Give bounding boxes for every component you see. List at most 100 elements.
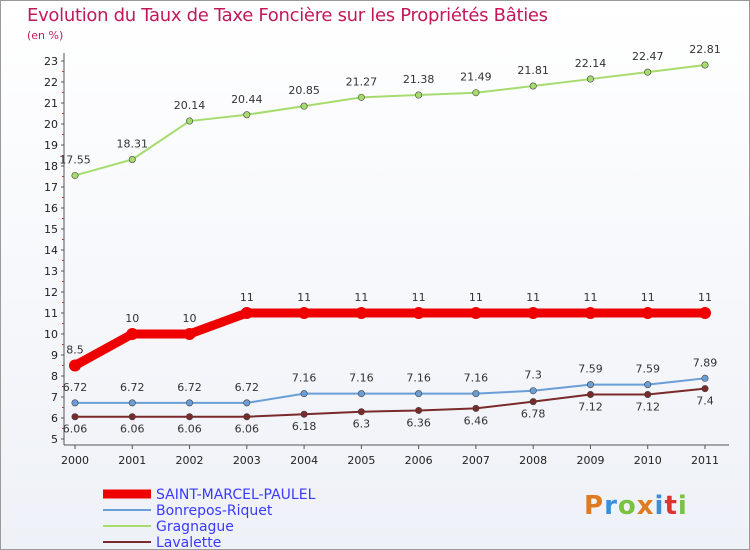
x-tick-label: 2001 — [118, 454, 146, 467]
chart-title: Evolution du Taux de Taxe Foncière sur l… — [27, 5, 548, 26]
x-axis-ticks: 2000 2001 2002 2003 2004 2005 2006 2007 2008 2009… — [61, 445, 719, 467]
data-label: 21.38 — [403, 73, 435, 86]
data-label: 22.47 — [632, 50, 664, 63]
data-label: 10 — [125, 312, 139, 325]
data-label: 6.06 — [63, 423, 88, 436]
legend: SAINT-MARCEL-PAULELBonrepos-RiquetGragna… — [103, 487, 316, 549]
data-label: 11 — [469, 291, 483, 304]
legend-label: Gragnague — [156, 519, 234, 535]
data-label: 11 — [698, 291, 712, 304]
data-label: 6.78 — [521, 408, 546, 421]
y-tick-label: 9 — [51, 349, 58, 362]
data-point — [71, 413, 79, 421]
data-label: 11 — [297, 291, 311, 304]
data-label: 6.06 — [177, 423, 202, 436]
legend-label: SAINT-MARCEL-PAULEL — [156, 487, 316, 503]
data-label: 11 — [240, 291, 254, 304]
y-tick-label: 10 — [44, 328, 58, 341]
data-label: 11 — [583, 291, 597, 304]
data-point — [472, 404, 480, 412]
data-label: 20.44 — [231, 93, 263, 106]
data-point — [701, 61, 709, 69]
logo-letter: i — [677, 491, 688, 521]
data-label: 6.06 — [120, 423, 145, 436]
data-point — [298, 307, 311, 319]
logo-letter: i — [654, 491, 665, 521]
data-label: 22.14 — [575, 57, 607, 70]
logo-letter: x — [636, 491, 655, 521]
x-tick-label: 2000 — [61, 454, 89, 467]
data-point — [586, 390, 594, 398]
y-tick-label: 23 — [44, 55, 58, 68]
data-label: 8.5 — [66, 344, 84, 357]
data-label: 7.16 — [406, 372, 431, 385]
data-label: 7.16 — [349, 372, 374, 385]
data-label: 7.16 — [292, 372, 317, 385]
data-label: 7.89 — [693, 356, 718, 369]
x-tick-label: 2006 — [405, 454, 433, 467]
data-label: 7.59 — [578, 363, 603, 376]
data-label: 7.12 — [578, 400, 603, 413]
data-label: 7.59 — [635, 363, 660, 376]
series-line — [74, 377, 706, 404]
data-point — [472, 390, 480, 398]
data-point — [472, 89, 480, 97]
data-point — [128, 413, 136, 421]
axes — [63, 53, 729, 446]
data-point — [126, 328, 139, 340]
data-label: 11 — [641, 291, 655, 304]
data-point — [128, 399, 136, 407]
x-tick-label: 2003 — [233, 454, 261, 467]
data-point — [300, 102, 308, 110]
data-point — [71, 171, 79, 179]
data-label: 7.3 — [524, 369, 542, 382]
x-tick-label: 2011 — [691, 454, 719, 467]
data-point — [415, 406, 423, 414]
data-labels: 6.06 6.06 6.06 6.06 6.18 6.3 6.36 6.46 6.78 7.12 7… — [59, 43, 721, 436]
data-point — [243, 413, 251, 421]
data-point — [69, 359, 81, 372]
data-point — [71, 399, 79, 407]
data-point — [415, 390, 423, 398]
legend-label: Lavalette — [156, 535, 221, 549]
series-line — [74, 63, 706, 177]
y-tick-label: 14 — [44, 244, 58, 257]
y-tick-label: 15 — [44, 223, 58, 236]
data-point — [586, 381, 594, 389]
data-point — [644, 68, 652, 76]
x-tick-label: 2007 — [462, 454, 490, 467]
data-label: 10 — [183, 312, 197, 325]
y-tick-label: 8 — [51, 370, 58, 383]
x-tick-label: 2009 — [576, 454, 604, 467]
data-point — [701, 374, 709, 382]
data-point — [529, 82, 537, 90]
x-tick-label: 2005 — [347, 454, 375, 467]
data-point — [584, 307, 597, 319]
logo-letter: o — [617, 491, 637, 521]
data-point — [240, 307, 253, 319]
data-label: 6.18 — [292, 420, 317, 433]
series-group — [69, 61, 711, 421]
series-line — [70, 308, 710, 370]
data-label: 6.3 — [353, 418, 371, 431]
data-label: 6.36 — [406, 416, 431, 429]
proxiti-logo[interactable]: Proxiti — [584, 491, 688, 521]
data-label: 7.12 — [635, 400, 660, 413]
data-label: 6.72 — [235, 381, 260, 394]
data-point — [644, 390, 652, 398]
y-tick-label: 18 — [44, 160, 58, 173]
data-label: 21.27 — [346, 75, 378, 88]
y-tick-label: 20 — [44, 118, 58, 131]
data-label: 6.72 — [63, 381, 88, 394]
data-point — [699, 307, 711, 319]
data-label: 17.55 — [59, 153, 91, 166]
data-label: 6.72 — [177, 381, 202, 394]
y-tick-label: 6 — [51, 412, 58, 425]
data-point — [128, 155, 136, 163]
data-point — [412, 307, 425, 319]
data-point — [357, 93, 365, 101]
data-label: 11 — [354, 291, 368, 304]
data-point — [415, 91, 423, 99]
